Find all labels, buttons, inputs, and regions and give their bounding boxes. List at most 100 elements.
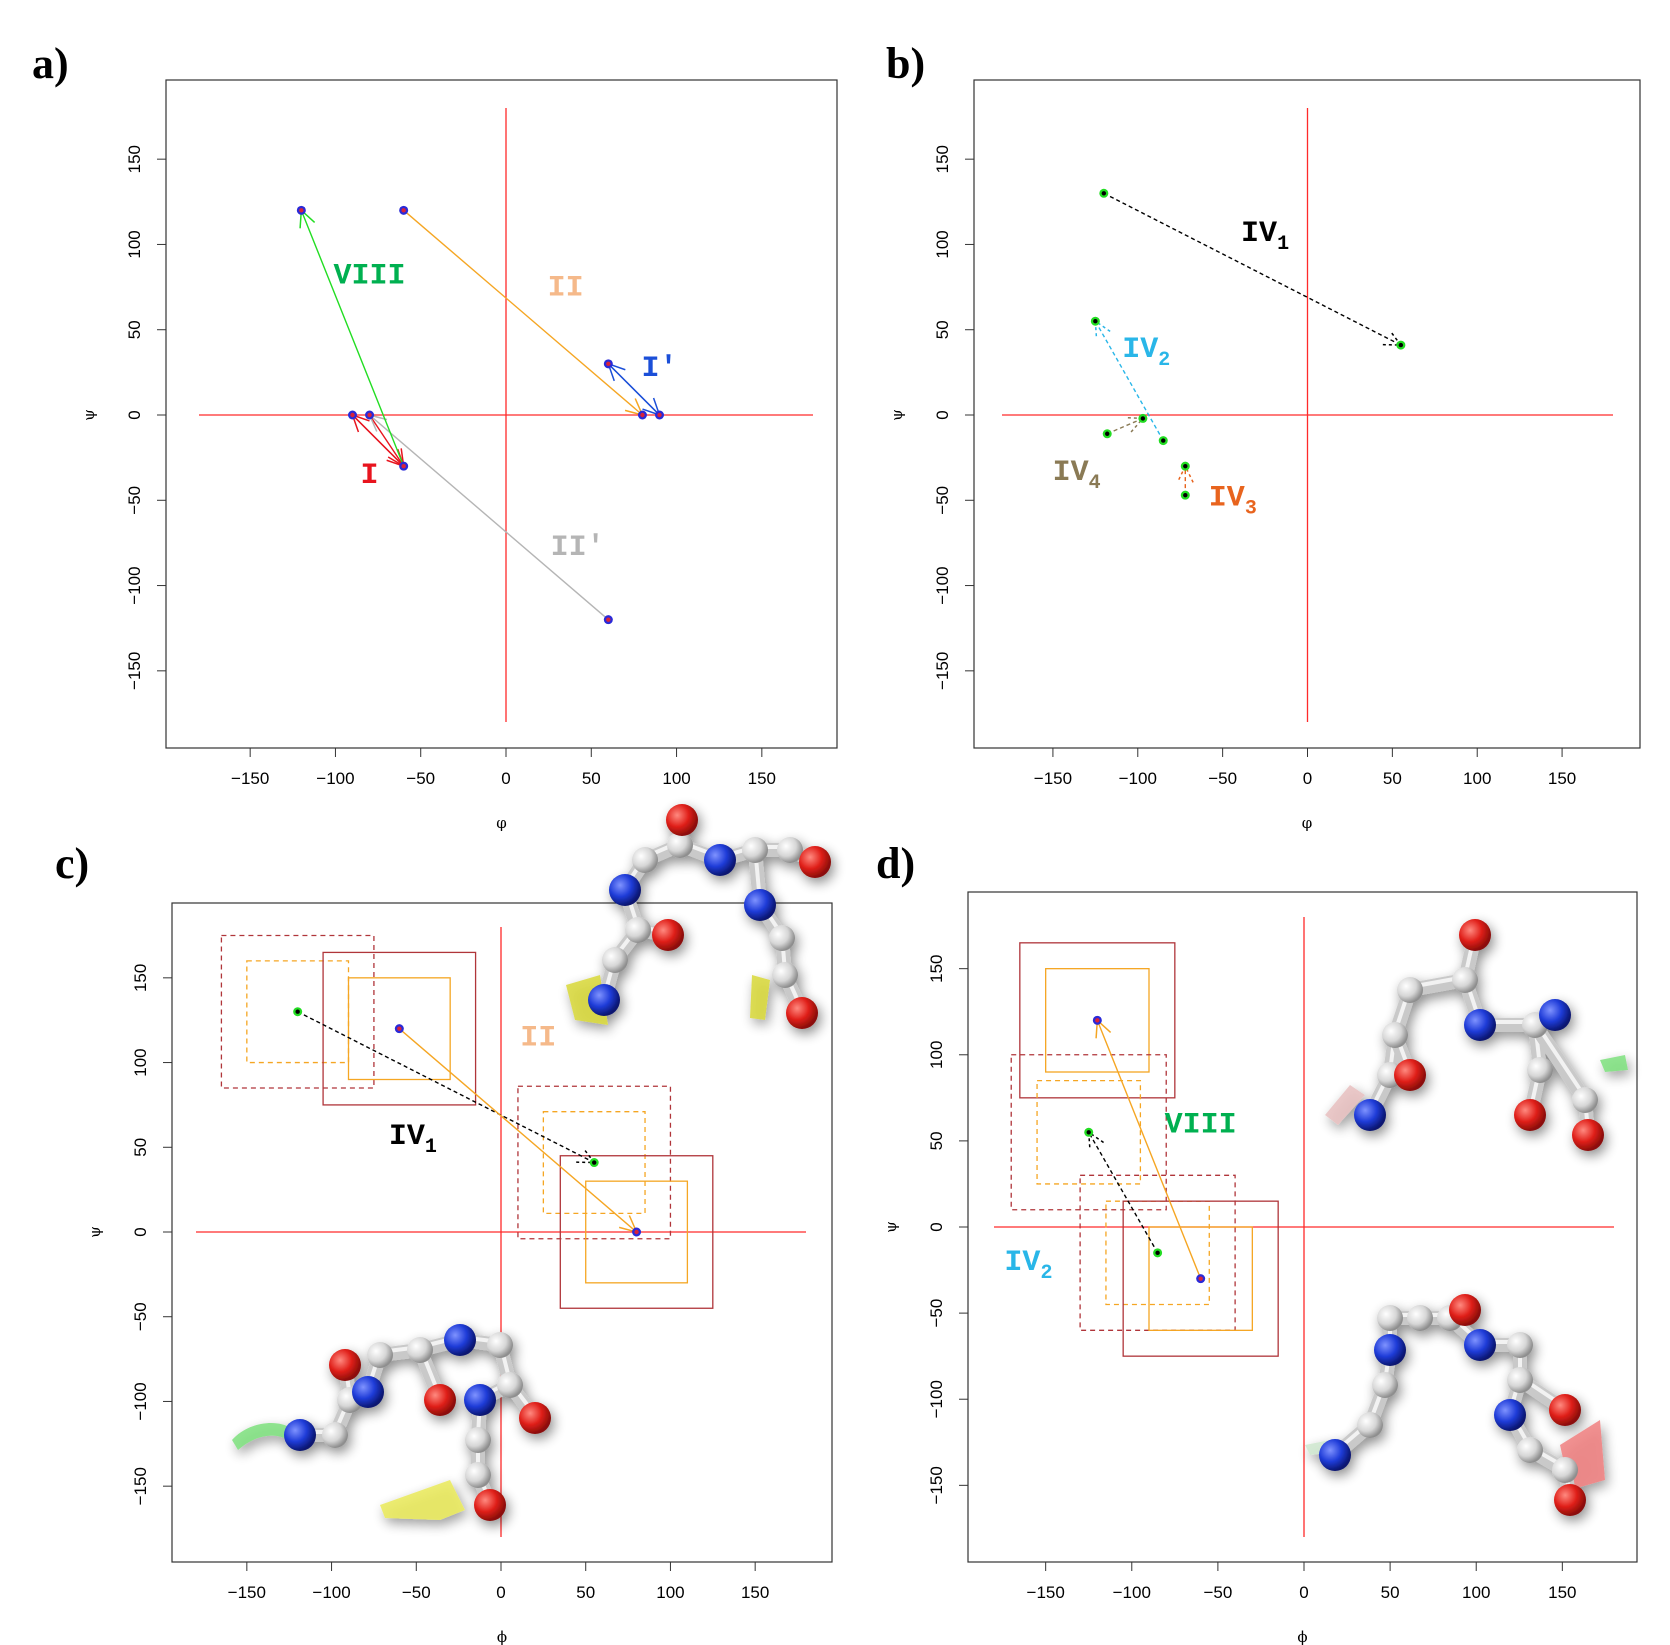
y-tick-label: 0 (125, 410, 144, 419)
carbon-atom (1507, 1332, 1533, 1358)
panel-a-plot: −150 −100 −50 0 50 100 150 −150 −100 −50 0 50 100 150… (80, 79, 838, 832)
carbon-atom (1527, 1057, 1553, 1083)
nitrogen-atom (1319, 1439, 1351, 1471)
x-tick-label: −100 (1119, 769, 1157, 788)
x-tick-label: 100 (1463, 769, 1491, 788)
x-tick-label: 50 (1383, 769, 1402, 788)
carbon-atom (367, 1342, 393, 1368)
region-box (1148, 1226, 1253, 1331)
y-tick-label: −50 (927, 1299, 946, 1328)
x-tick-label: 100 (1462, 1583, 1490, 1602)
x-tick-label: 0 (1303, 769, 1312, 788)
conformation-point-core (401, 463, 406, 469)
turn-type-label: I′ (641, 352, 677, 386)
nitrogen-atom (744, 889, 776, 921)
conformation-point-core (1398, 342, 1404, 348)
turn-type-label: IV4 (1053, 456, 1101, 495)
x-tick-label: −150 (1027, 1583, 1065, 1602)
carbon-atom (465, 1462, 491, 1488)
region-box (517, 1085, 672, 1240)
region-box (1010, 1054, 1167, 1211)
oxygen-atom (1394, 1059, 1426, 1091)
carbon-atom (322, 1422, 348, 1448)
turn-type-label: IV2 (1122, 333, 1170, 372)
y-tick-label: 100 (131, 1048, 150, 1076)
carbon-atom (1397, 977, 1423, 1003)
y-axis-label: ψ (80, 409, 98, 421)
carbon-atom (1407, 1305, 1433, 1331)
x-axis-label: ϕ (1297, 1628, 1307, 1645)
transition-arrow-ii (398, 1028, 638, 1233)
transition-arrow-i-prime (607, 363, 660, 416)
y-tick-label: 100 (933, 230, 952, 258)
conformation-point-core (640, 412, 645, 418)
oxygen-atom (1572, 1119, 1604, 1151)
region-box (1036, 1079, 1142, 1185)
conformation-point-core (397, 1026, 402, 1031)
oxygen-atom (424, 1384, 456, 1416)
nitrogen-atom (704, 844, 736, 876)
conformation-point-core (1183, 463, 1188, 469)
peptide-molecule-image-c-top (566, 804, 831, 1029)
carbon-atom (1507, 1367, 1533, 1393)
oxygen-atom (1449, 1294, 1481, 1326)
conformation-point-core (401, 208, 406, 213)
y-tick-label: −50 (131, 1302, 150, 1331)
turn-type-label: VIII (1165, 1108, 1237, 1142)
conformation-point-core (1093, 318, 1098, 324)
turn-type-label: VIII (334, 260, 406, 294)
transition-arrow-ii-prime (369, 414, 609, 621)
y-tick-label: 100 (125, 230, 144, 258)
x-tick-label: 50 (576, 1583, 595, 1602)
oxygen-atom (786, 997, 818, 1029)
region-box (1045, 968, 1150, 1073)
x-axis-label: φ (496, 814, 507, 832)
secondary-structure-ribbon (232, 1423, 290, 1450)
nitrogen-atom (1539, 999, 1571, 1031)
region-box (246, 960, 350, 1064)
carbon-atom (667, 832, 693, 858)
peptide-molecule-image-c-bottom (232, 1324, 551, 1521)
x-tick-label: −150 (228, 1583, 266, 1602)
transition-arrow-i (368, 414, 405, 467)
conformation-point-core (657, 412, 662, 418)
y-tick-label: −100 (131, 1382, 150, 1420)
oxygen-atom (519, 1402, 551, 1434)
conformation-point-core (634, 1229, 639, 1235)
nitrogen-atom (1464, 1329, 1496, 1361)
nitrogen-atom (609, 874, 641, 906)
secondary-structure-ribbon (750, 975, 770, 1020)
oxygen-atom (666, 804, 698, 836)
transition-arrow-iv4 (1106, 417, 1144, 435)
x-tick-label: −100 (312, 1583, 350, 1602)
transition-arrow-i (352, 414, 405, 467)
carbon-atom (777, 837, 803, 863)
x-axis-label: φ (1302, 814, 1313, 832)
plot-frame (165, 79, 838, 749)
y-tick-label: 150 (927, 954, 946, 982)
y-tick-label: 50 (131, 1138, 150, 1157)
carbon-atom (407, 1337, 433, 1363)
conformation-point-core (299, 208, 304, 213)
x-tick-label: −50 (406, 769, 435, 788)
carbon-atom (487, 1332, 513, 1358)
panel-d-plot: −150 −100 −50 0 50 100 150 −150 −100 −50 0 50 100 150… (882, 891, 1638, 1645)
carbon-atom (1382, 1022, 1408, 1048)
oxygen-atom (1554, 1484, 1586, 1516)
x-tick-label: 150 (1548, 769, 1576, 788)
oxygen-atom (474, 1489, 506, 1521)
carbon-atom (742, 837, 768, 863)
carbon-atom (1517, 1437, 1543, 1463)
region-box (347, 977, 451, 1081)
y-tick-label: 0 (927, 1222, 946, 1231)
turn-type-label: I (361, 459, 379, 493)
y-tick-label: −150 (125, 652, 144, 690)
carbon-atom (1552, 1457, 1578, 1483)
turn-type-label: IV2 (1004, 1246, 1052, 1285)
conformation-point-core (1105, 431, 1110, 436)
x-tick-label: 0 (501, 769, 510, 788)
secondary-structure-ribbon (380, 1480, 465, 1520)
secondary-structure-ribbon (1325, 1085, 1365, 1125)
x-tick-label: −50 (402, 1583, 431, 1602)
x-tick-label: −50 (1203, 1583, 1232, 1602)
